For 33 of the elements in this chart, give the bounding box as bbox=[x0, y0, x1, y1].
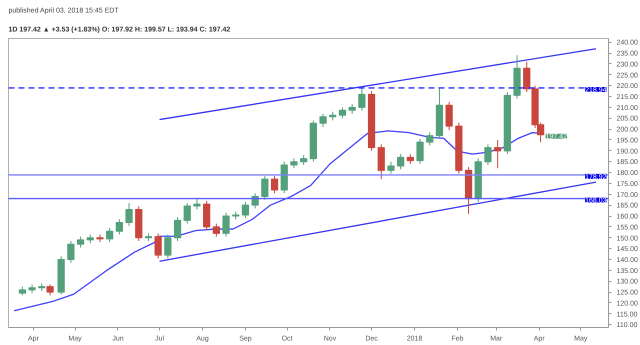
candlestick bbox=[387, 161, 395, 174]
candlestick bbox=[174, 216, 182, 242]
candlestick bbox=[203, 200, 210, 231]
candlestick bbox=[358, 86, 366, 112]
candlestick bbox=[242, 201, 250, 219]
candlestick bbox=[348, 104, 356, 114]
candlestick bbox=[125, 202, 133, 226]
candlestick bbox=[76, 236, 84, 248]
candlestick bbox=[290, 158, 298, 169]
candlestick bbox=[193, 198, 201, 210]
candlestick bbox=[222, 212, 230, 238]
candlestick bbox=[416, 138, 424, 164]
candlestick bbox=[446, 101, 453, 131]
candlestick bbox=[252, 192, 259, 209]
candlestick bbox=[378, 144, 385, 180]
candlestick bbox=[46, 284, 54, 296]
candlestick bbox=[67, 240, 74, 264]
candlestick bbox=[154, 232, 162, 259]
candlestick bbox=[106, 227, 114, 243]
candlestick bbox=[484, 144, 492, 166]
candlestick bbox=[406, 154, 414, 164]
candlestick bbox=[270, 175, 278, 194]
candlestick bbox=[184, 202, 191, 224]
candlestick bbox=[116, 218, 123, 235]
candlestick bbox=[426, 132, 434, 146]
candlestick bbox=[338, 106, 346, 119]
candlestick bbox=[494, 139, 502, 169]
candlestick bbox=[164, 234, 172, 259]
candlestick bbox=[319, 113, 327, 128]
candlestick bbox=[300, 154, 308, 166]
candlestick bbox=[212, 223, 220, 238]
candlestick bbox=[261, 175, 268, 200]
candlestick bbox=[397, 154, 404, 170]
